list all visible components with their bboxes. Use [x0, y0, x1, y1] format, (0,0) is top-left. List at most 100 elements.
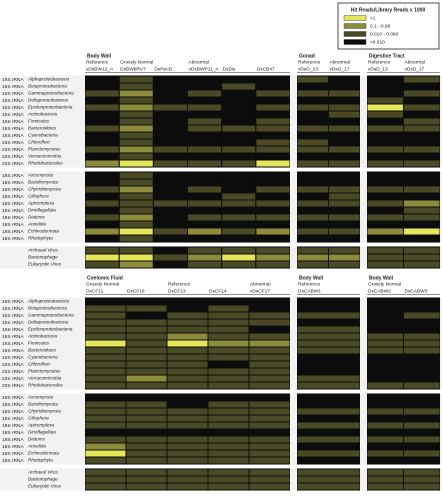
heat-cell: [167, 476, 208, 483]
row-label: Gammaproteobacteria: [28, 91, 74, 96]
heat-cell: [367, 443, 404, 450]
row-label: Apicomplexa: [27, 201, 55, 206]
row-label: Firmicutes: [28, 119, 50, 124]
heat-cell: [126, 340, 167, 347]
heat-cell: [221, 261, 256, 268]
heat-cell: [297, 450, 360, 457]
heat-cell: [167, 469, 208, 476]
column-label: DsCF11: [86, 288, 104, 294]
subgroup-label: Abnormal: [250, 281, 271, 287]
heat-cell: [367, 408, 404, 415]
heat-cell: [297, 200, 329, 207]
heat-cell: [85, 97, 119, 104]
heat-cell: [367, 382, 404, 389]
heat-cell: [297, 118, 329, 125]
heat-cell: [167, 408, 208, 415]
heat-cell: [367, 132, 404, 139]
group-title: Digestive Tract: [369, 53, 405, 59]
row-prefix: 18S rRNA: [2, 194, 24, 200]
heat-cell: [119, 207, 154, 214]
heat-cell: [249, 483, 290, 490]
heat-cell: [403, 394, 440, 401]
heat-cell: [403, 97, 440, 104]
heat-cell: [256, 104, 290, 111]
heat-cell: [403, 132, 440, 139]
heat-cell: [403, 319, 440, 326]
heat-cell: [167, 368, 208, 375]
heat-cell: [119, 118, 154, 125]
heat-cell: [126, 457, 167, 464]
heat-cell: [167, 457, 208, 464]
row-prefix: 16S rRNA: [2, 91, 24, 97]
heat-cell: [403, 179, 440, 186]
heat-cell: [221, 254, 256, 261]
heat-cell: [249, 476, 290, 483]
heat-cell: [297, 83, 329, 90]
heat-cell: [208, 415, 249, 422]
group-title: Coelomic Fluid: [87, 275, 123, 281]
heat-cell: [403, 125, 440, 132]
heat-cell: [367, 312, 404, 319]
heat-cell: [85, 408, 126, 415]
heat-cell: [403, 186, 440, 193]
heat-cell: [297, 221, 329, 228]
heat-cell: [297, 469, 360, 476]
heat-cell: [85, 160, 119, 167]
heat-cell: [256, 132, 290, 139]
heat-cell: [187, 132, 222, 139]
row-label: Ascomycota: [27, 173, 53, 178]
heat-cell: [297, 139, 329, 146]
heat-cell: [126, 347, 167, 354]
heat-cell: [119, 200, 154, 207]
heat-cell: [328, 179, 360, 186]
heat-cell: [403, 483, 440, 490]
heat-cell: [328, 235, 360, 242]
heat-cell: [85, 312, 126, 319]
heat-cell: [403, 83, 440, 90]
legend-title: Hit Reads/Library Reads x 1000: [351, 7, 426, 13]
legend-label: 0.1 - 0.99: [370, 23, 391, 29]
heat-cell: [126, 415, 167, 422]
heat-cell: [256, 247, 290, 254]
heat-cell: [221, 118, 256, 125]
legend-swatch: [343, 39, 367, 45]
subgroup-label: Grossly Normal: [368, 281, 401, 287]
row-label: Deltaproteobacteria: [28, 98, 69, 103]
heat-cell: [367, 186, 404, 193]
heat-cell: [367, 118, 404, 125]
heat-cell: [208, 443, 249, 450]
column-label: vDsCF17: [250, 288, 270, 294]
heat-cell: [297, 415, 360, 422]
heat-cell: [297, 408, 360, 415]
heat-cell: [367, 326, 404, 333]
heat-cell: [85, 193, 119, 200]
heat-cell: [367, 347, 404, 354]
row-label: Actinobacteria: [27, 334, 58, 339]
heat-cell: [403, 368, 440, 375]
heat-cell: [187, 153, 222, 160]
heat-cell: [256, 235, 290, 242]
row-prefix: 16S rRNA: [2, 355, 24, 361]
heat-cell: [153, 146, 188, 153]
heat-cell: [249, 457, 290, 464]
heat-cell: [249, 408, 290, 415]
heat-cell: [403, 254, 440, 261]
heat-cell: [187, 118, 222, 125]
heat-cell: [167, 422, 208, 429]
row-prefix: 23S rRNA: [2, 376, 24, 382]
heat-cell: [153, 90, 188, 97]
heat-cell: [208, 305, 249, 312]
heat-cell: [403, 361, 440, 368]
heat-cell: [126, 443, 167, 450]
heat-cell: [367, 361, 404, 368]
heat-cell: [297, 361, 360, 368]
row-label: Dinoflagellata: [28, 208, 56, 213]
row-label: Verrucomicrobia: [28, 376, 62, 381]
heat-cell: [187, 139, 222, 146]
heat-cell: [85, 200, 119, 207]
heat-cell: [85, 254, 119, 261]
subgroup-label: Abnormal: [405, 59, 426, 65]
row-label: Chloroflexi: [28, 140, 51, 145]
heat-cell: [85, 375, 126, 382]
row-label: Betaproteobacteria: [28, 84, 67, 89]
